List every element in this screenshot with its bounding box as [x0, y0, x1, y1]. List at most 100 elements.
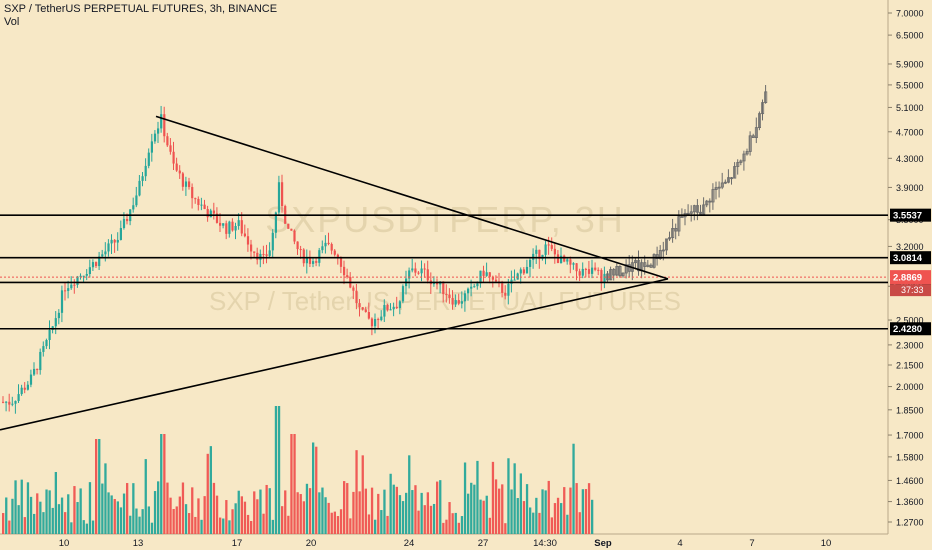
candle-body [597, 269, 600, 271]
volume-bar [250, 520, 253, 534]
x-tick-label-4: 24 [404, 538, 415, 549]
candle-body [33, 368, 36, 375]
volume-bar [516, 498, 519, 534]
candle-body [708, 200, 712, 203]
volume-bar [144, 459, 147, 534]
candle-body [723, 181, 727, 184]
candle-body [655, 254, 659, 259]
candle-body [8, 401, 11, 405]
volume-bar [29, 496, 33, 534]
volume-bar [411, 490, 414, 534]
candle-body [299, 249, 302, 251]
candle-body [581, 268, 584, 276]
volume-bar [268, 488, 271, 534]
volume-bar [14, 480, 17, 534]
volume-bar [364, 488, 367, 534]
candle-body [395, 306, 398, 309]
candle-body [138, 180, 141, 196]
candle-body [132, 205, 135, 210]
candle-body [733, 166, 737, 179]
candle-body [188, 181, 191, 188]
volume-bar [113, 499, 116, 534]
countdown-label: 37:33 [901, 285, 924, 295]
volume-bar [281, 506, 284, 534]
candle-body [615, 265, 619, 276]
candle-body [535, 249, 538, 254]
volume-bar [51, 507, 54, 534]
candle-body [45, 339, 48, 347]
volume-bar [498, 488, 501, 534]
candle-body [525, 266, 529, 274]
volume-bar [386, 515, 389, 534]
candle-body [163, 114, 166, 137]
candle-body [191, 187, 194, 199]
candle-body [569, 259, 572, 265]
candle-body [575, 263, 578, 272]
candle-body [720, 182, 724, 188]
x-tick-label-8: 4 [677, 538, 682, 549]
volume-bar [401, 501, 405, 534]
volume-bar [408, 455, 411, 534]
candle-body [423, 268, 426, 270]
candle-body [104, 251, 107, 255]
candle-body [116, 239, 119, 243]
candle-body [460, 301, 463, 304]
candle-body [739, 160, 743, 163]
volume-bars-group [2, 406, 594, 534]
candle-body [594, 267, 597, 270]
volume-bar [321, 487, 324, 534]
candle-body [339, 257, 343, 267]
candle-body [377, 319, 380, 321]
candle-body [652, 254, 656, 268]
volume-bar [569, 487, 572, 534]
volume-bar [39, 501, 42, 534]
volume-bar [507, 458, 510, 534]
candle-body [516, 273, 519, 280]
volume-bar [225, 500, 228, 534]
candle-body [107, 243, 110, 252]
candle-body [386, 304, 389, 311]
volume-bar [451, 513, 454, 534]
volume-bar [330, 512, 333, 534]
level-label-text: 3.0814 [893, 253, 923, 264]
candle-body [621, 272, 625, 277]
candle-body [578, 271, 581, 276]
candle-body [135, 195, 138, 206]
candle-body [566, 259, 569, 262]
volume-bar [271, 519, 274, 534]
volume-bar [228, 520, 231, 534]
candle-body [178, 170, 181, 174]
volume-bar [222, 518, 225, 534]
candle-body [166, 136, 169, 146]
volume-bar [308, 488, 312, 534]
volume-bar [129, 515, 132, 534]
candle-body [467, 288, 470, 294]
volume-bar [417, 510, 420, 534]
candle-body [305, 257, 308, 264]
candle-body [228, 221, 231, 234]
candle-body [541, 254, 544, 259]
volume-bar [110, 495, 113, 534]
volume-bar [529, 507, 532, 534]
volume-bar [104, 463, 107, 534]
candle-body [160, 114, 163, 129]
volume-bar [479, 499, 482, 534]
volume-bar [578, 512, 581, 534]
volume-bar [70, 522, 73, 534]
volume-bar [203, 496, 206, 534]
x-tick-label-0: 10 [59, 538, 70, 549]
candle-body [11, 403, 14, 405]
volume-bar [374, 519, 377, 534]
candle-body [150, 141, 153, 153]
candle-body [699, 211, 703, 215]
candle-body [717, 186, 721, 189]
volume-bar [23, 517, 26, 534]
candle-body [296, 241, 299, 250]
y-tick-label-5: 4.7000 [896, 127, 924, 137]
candle-body [522, 269, 525, 274]
candle-body [240, 220, 243, 234]
candle-body [411, 268, 414, 271]
candle-body [42, 346, 45, 352]
volume-bar [138, 516, 141, 534]
